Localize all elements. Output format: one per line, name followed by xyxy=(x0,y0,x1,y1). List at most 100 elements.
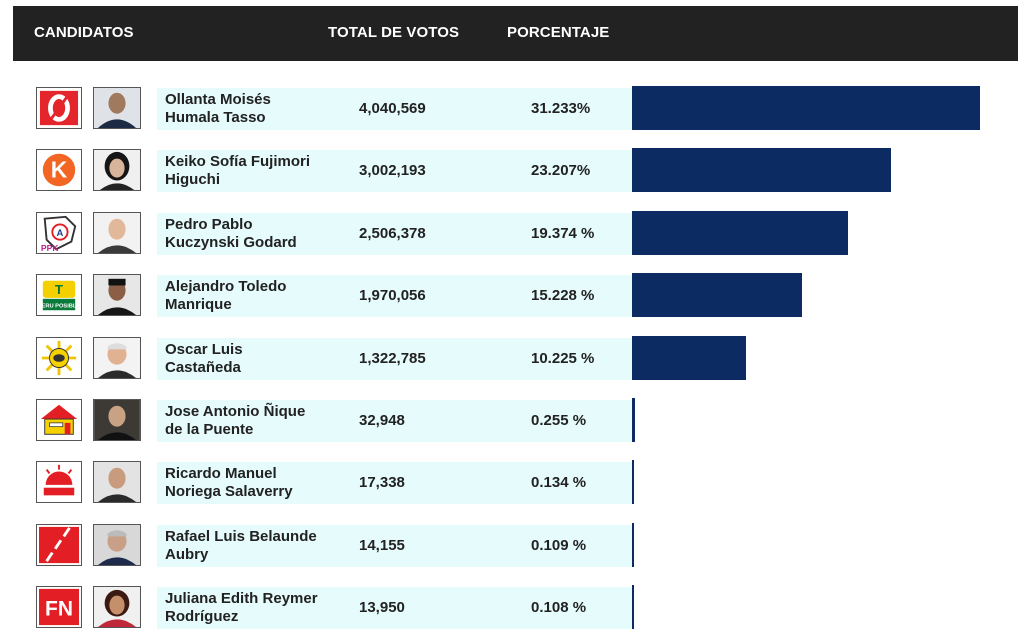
vote-count: 32,948 xyxy=(359,412,405,429)
vote-bar xyxy=(632,86,980,130)
svg-text:FN: FN xyxy=(45,598,73,621)
row-band xyxy=(157,275,632,317)
candidate-name: Oscar Luis Castañeda xyxy=(165,341,345,377)
despertar-nacional-logo-icon xyxy=(36,461,82,503)
vote-percentage: 31.233% xyxy=(531,100,591,117)
vote-count: 17,338 xyxy=(359,474,405,491)
candidate-name-line2: Kuczynski Godard xyxy=(165,234,297,251)
candidate-photo xyxy=(93,87,141,129)
table-row: Jose Antonio Ñique de la Puente 32,948 0… xyxy=(0,397,1022,447)
candidate-name-line2: de la Puente xyxy=(165,421,254,438)
vote-count: 1,970,056 xyxy=(359,287,426,304)
solidaridad-nacional-logo-icon xyxy=(36,337,82,379)
svg-text:T: T xyxy=(55,282,63,297)
candidate-name-line1: Oscar Luis xyxy=(165,341,243,358)
results-header: CANDIDATOS TOTAL DE VOTOS PORCENTAJE xyxy=(13,6,1018,61)
vote-bar xyxy=(632,273,802,317)
candidate-photo xyxy=(93,586,141,628)
vote-bar xyxy=(632,398,635,442)
vote-bar xyxy=(632,148,891,192)
table-row: Rafael Luis Belaunde Aubry 14,155 0.109 … xyxy=(0,522,1022,572)
candidate-name-line2: Manrique xyxy=(165,296,232,313)
candidate-name-line1: Keiko Sofía Fujimori xyxy=(165,153,311,170)
candidate-name-line1: Juliana Edith Reymer xyxy=(165,590,318,607)
row-band xyxy=(157,400,632,442)
fonavistas-house-logo-icon xyxy=(36,399,82,441)
vote-count: 4,040,569 xyxy=(359,100,426,117)
table-row: K Keiko Sofía Fujimori Higuchi 3,002,193… xyxy=(0,147,1022,197)
candidate-name-line2: Humala Tasso xyxy=(165,109,266,126)
candidate-photo xyxy=(93,274,141,316)
svg-text:A: A xyxy=(57,228,64,239)
vote-percentage: 19.374 % xyxy=(531,225,595,242)
candidate-name: Ricardo Manuel Noriega Salaverry xyxy=(165,465,345,501)
gana-peru-logo-icon xyxy=(36,87,82,129)
vote-count: 1,322,785 xyxy=(359,350,426,367)
candidate-photo xyxy=(93,212,141,254)
vote-percentage: 0.109 % xyxy=(531,537,587,554)
svg-text:PPK: PPK xyxy=(41,243,59,253)
row-band xyxy=(157,587,632,629)
candidate-photo xyxy=(93,337,141,379)
vote-bar xyxy=(632,211,848,255)
fuerza-nacional-logo-icon: FN xyxy=(36,586,82,628)
vote-count: 13,950 xyxy=(359,599,405,616)
vote-bar xyxy=(632,336,746,380)
row-band xyxy=(157,88,632,130)
candidate-name-line2: Noriega Salaverry xyxy=(165,483,293,500)
vote-percentage: 10.225 % xyxy=(531,350,595,367)
table-row: T PERU POSIBLE Alejandro Toledo Manrique… xyxy=(0,272,1022,322)
candidate-photo xyxy=(93,399,141,441)
percent-column-header: PORCENTAJE xyxy=(507,24,610,41)
candidate-name-line2: Rodríguez xyxy=(165,608,239,625)
candidate-name: Pedro Pablo Kuczynski Godard xyxy=(165,216,345,252)
row-band xyxy=(157,213,632,255)
candidate-name-line2: Castañeda xyxy=(165,359,241,376)
peru-posible-logo-icon: T PERU POSIBLE xyxy=(36,274,82,316)
candidate-name: Keiko Sofía Fujimori Higuchi xyxy=(165,153,345,189)
candidate-name-line1: Ollanta Moisés xyxy=(165,91,271,108)
candidate-name: Alejandro Toledo Manrique xyxy=(165,278,345,314)
candidate-name-line2: Aubry xyxy=(165,546,209,563)
svg-text:K: K xyxy=(51,157,68,183)
candidate-name-line1: Pedro Pablo xyxy=(165,216,253,233)
candidate-name-line2: Higuchi xyxy=(165,171,220,188)
candidate-name: Jose Antonio Ñique de la Puente xyxy=(165,403,345,439)
adelante-logo-icon xyxy=(36,524,82,566)
votes-column-header: TOTAL DE VOTOS xyxy=(328,24,460,41)
candidate-photo xyxy=(93,149,141,191)
svg-text:PERU POSIBLE: PERU POSIBLE xyxy=(38,303,81,309)
ppk-logo-icon: A PPK xyxy=(36,212,82,254)
vote-bar xyxy=(632,460,634,504)
vote-count: 2,506,378 xyxy=(359,225,426,242)
fuerza-2011-logo-icon: K xyxy=(36,149,82,191)
vote-percentage: 15.228 % xyxy=(531,287,595,304)
vote-count: 14,155 xyxy=(359,537,405,554)
candidate-name: Juliana Edith Reymer Rodríguez xyxy=(165,590,345,626)
vote-percentage: 0.134 % xyxy=(531,474,587,491)
table-row: Ricardo Manuel Noriega Salaverry 17,338 … xyxy=(0,459,1022,509)
candidate-photo xyxy=(93,461,141,503)
table-row: Ollanta Moisés Humala Tasso 4,040,569 31… xyxy=(0,85,1022,135)
table-row: Oscar Luis Castañeda 1,322,785 10.225 % xyxy=(0,335,1022,385)
candidate-name: Ollanta Moisés Humala Tasso xyxy=(165,91,345,127)
candidate-name-line1: Jose Antonio Ñique xyxy=(165,403,306,420)
candidate-name-line1: Rafael Luis Belaunde xyxy=(165,528,317,545)
vote-percentage: 0.108 % xyxy=(531,599,587,616)
vote-bar xyxy=(632,523,634,567)
vote-percentage: 0.255 % xyxy=(531,412,587,429)
vote-bar xyxy=(632,585,634,629)
vote-percentage: 23.207% xyxy=(531,162,591,179)
candidates-column-header: CANDIDATOS xyxy=(34,24,134,41)
row-band xyxy=(157,525,632,567)
table-row: FN Juliana Edith Reymer Rodríguez 13,950… xyxy=(0,584,1022,634)
table-row: A PPK Pedro Pablo Kuczynski Godard 2,506… xyxy=(0,210,1022,260)
vote-count: 3,002,193 xyxy=(359,162,426,179)
row-band xyxy=(157,338,632,380)
candidate-photo xyxy=(93,524,141,566)
candidate-name-line1: Alejandro Toledo xyxy=(165,278,287,295)
candidate-name-line1: Ricardo Manuel xyxy=(165,465,277,482)
candidate-name: Rafael Luis Belaunde Aubry xyxy=(165,528,345,564)
row-band xyxy=(157,462,632,504)
